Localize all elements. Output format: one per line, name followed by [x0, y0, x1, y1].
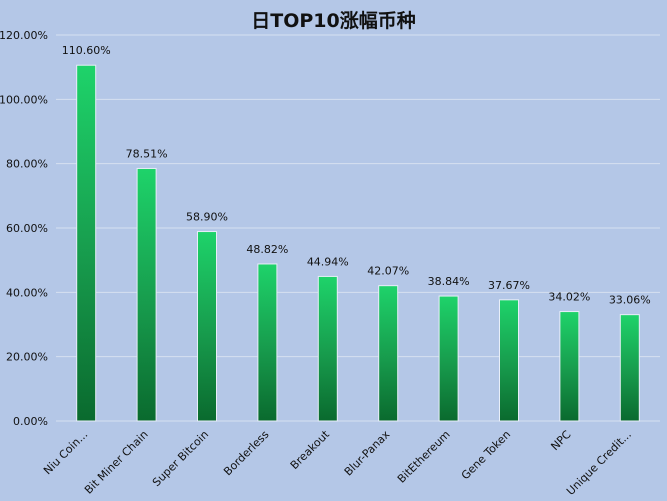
data-label: 33.06%: [609, 294, 651, 307]
x-tick-label: Gene Token: [459, 428, 513, 482]
y-tick-label: 60.00%: [6, 222, 48, 235]
data-label: 48.82%: [246, 243, 288, 256]
y-tick-label: 80.00%: [6, 158, 48, 171]
data-label: 37.67%: [488, 279, 530, 292]
y-tick-label: 120.00%: [0, 29, 48, 42]
x-tick-label: Niu Coin...: [41, 428, 90, 477]
bar: [619, 314, 640, 422]
bar: [499, 299, 519, 422]
y-tick-label: 0.00%: [13, 415, 48, 428]
bar: [438, 295, 459, 422]
y-tick-label: 100.00%: [0, 93, 48, 106]
x-tick-label: Unique Credit...: [564, 428, 634, 498]
data-label: 44.94%: [307, 255, 349, 268]
x-tick-label: Borderless: [221, 428, 272, 479]
bar: [136, 167, 157, 422]
x-tick-label: BitEthereum: [395, 428, 453, 486]
data-label: 38.84%: [428, 275, 470, 288]
bar: [559, 311, 580, 422]
x-tick-label: Super Bitcoin: [150, 428, 211, 489]
x-tick-label: Breakout: [288, 427, 333, 472]
data-label: 58.90%: [186, 211, 228, 224]
x-tick-label: Bit Miner Chain: [82, 428, 151, 497]
data-label: 34.02%: [548, 291, 590, 304]
y-tick-label: 20.00%: [6, 351, 48, 364]
x-tick-label: NPC: [548, 428, 573, 453]
bar: [378, 285, 399, 422]
chart-title: 日TOP10涨幅币种: [251, 10, 416, 32]
bar: [76, 64, 97, 422]
y-tick-label: 40.00%: [6, 286, 48, 299]
bar: [257, 263, 278, 422]
bar: [197, 231, 217, 422]
data-label: 110.60%: [62, 44, 111, 57]
data-label: 42.07%: [367, 265, 409, 278]
bar: [317, 275, 338, 422]
x-tick-label: Blur-Panax: [342, 428, 393, 479]
data-label: 78.51%: [126, 147, 168, 160]
